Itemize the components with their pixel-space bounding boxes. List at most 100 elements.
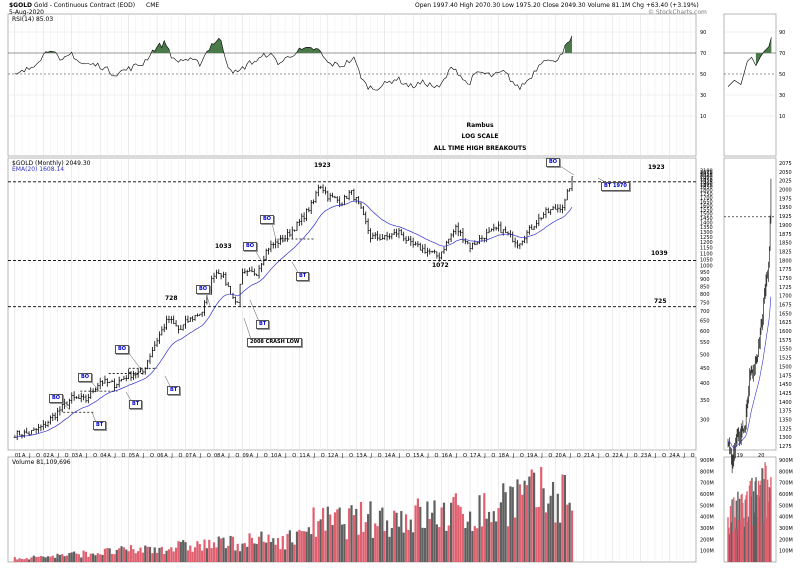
inset-volume-bar [727,517,729,562]
level-1072: 1072 [432,262,449,269]
volume-bar [468,511,472,562]
volume-bar [253,543,256,562]
volume-bar [447,525,450,562]
volume-bar [355,508,358,562]
volume-tick-label: 400M [779,515,793,521]
callout-leader [89,379,101,393]
inset-price-tick-label: 1925 [779,214,792,220]
volume-bar [395,512,398,562]
volume-bar [414,505,417,562]
volume-bar [314,536,318,562]
month-tick-label: J [227,453,229,459]
volume-bar [518,484,521,562]
price-tick-label: 1950 [700,178,713,184]
price-tick-label: 1350 [700,225,713,231]
volume-bar [532,472,536,562]
volume-tick-label: 900M [700,458,714,464]
volume-bar [317,521,320,562]
author-label: Rambus [466,122,494,129]
inset-volume-bar [756,494,758,562]
volume-bar [535,507,538,562]
month-tick-label: O [634,453,638,459]
volume-bar [336,509,339,562]
level-728: 728 [165,295,178,302]
volume-bar [352,515,355,562]
volume-bar [205,548,208,562]
volume-bar [165,550,168,562]
volume-bar [35,556,38,562]
inset-price-tick-label: 1450 [779,382,792,388]
month-tick-label: J [597,453,599,459]
volume-bar [184,542,187,562]
volume-bar [516,479,519,562]
price-tick-label: 1650 [700,199,713,205]
volume-bar [208,539,211,562]
inset-volume-bar [754,481,756,562]
inset-price-tick-label: 1300 [779,435,792,441]
volume-bar [186,550,190,562]
volume-bar [329,514,332,562]
callout-leader [271,222,277,241]
volume-bar [300,531,303,562]
volume-bar [146,546,149,562]
volume-tick-label: 400M [700,515,714,521]
price-legend: $GOLD (Monthly) 2049.30 [12,160,91,167]
volume-bar [457,505,460,562]
month-tick-label: O [520,453,524,459]
volume-bar [193,547,197,562]
volume-bar [103,548,107,562]
volume-bar [345,539,348,562]
month-tick-label: A [449,453,453,459]
volume-bar [65,555,69,562]
volume-tick-label: 100M [779,549,793,555]
volume-tick-label: 800M [779,469,793,475]
volume-bar [248,533,251,562]
bo-box: BO [546,158,561,167]
price-tick-label: 2000 [700,175,713,181]
volume-bar [203,539,206,562]
volume-bar [333,512,337,562]
price-tick-label: 1900 [700,181,713,187]
inset-volume-bar [735,500,737,562]
price-tick-label: 950 [700,270,710,276]
volume-bar [77,554,80,562]
volume-bar [568,502,571,562]
volume-bar [307,527,310,562]
volume-bar [39,555,43,562]
volume-bar [431,512,434,562]
inset-price-tick-label: 1400 [779,400,792,406]
volume-bar [279,549,282,562]
volume-bar [416,498,420,562]
volume-bar [99,554,102,562]
month-tick-label: A [534,453,538,459]
panel-frame [723,157,777,451]
inset-volume-bar [728,534,731,562]
volume-bar [563,475,567,562]
rsi-tick-label: 70 [779,51,785,57]
volume-bar [46,556,50,562]
volume-bar [523,480,526,562]
month-tick-label: O [435,453,439,459]
year-tick-label: 22 [612,453,618,459]
month-tick-label: J [341,453,343,459]
price-tick-label: 1975 [700,176,713,182]
year-tick-label: 11 [299,453,305,459]
volume-bar [374,523,377,562]
rsi-tick-label: 90 [700,30,706,36]
volume-bar [371,537,374,562]
volume-tick-label: 700M [700,481,714,487]
inset-volume-bar [755,477,757,562]
year-tick-label: 16 [442,453,448,459]
price-tick-label: 750 [700,300,710,306]
volume-bar [492,511,495,562]
level-1039: 1039 [651,250,668,257]
volume-bar [265,542,268,562]
volume-bar [438,527,441,562]
rsi-tick-label: 70 [700,51,706,57]
volume-bar [487,511,491,562]
volume-bar [376,526,379,562]
volume-bar [106,548,109,562]
inset-price-tick-label: 1475 [779,373,792,379]
volume-bar [359,501,363,562]
volume-bar [504,492,507,562]
